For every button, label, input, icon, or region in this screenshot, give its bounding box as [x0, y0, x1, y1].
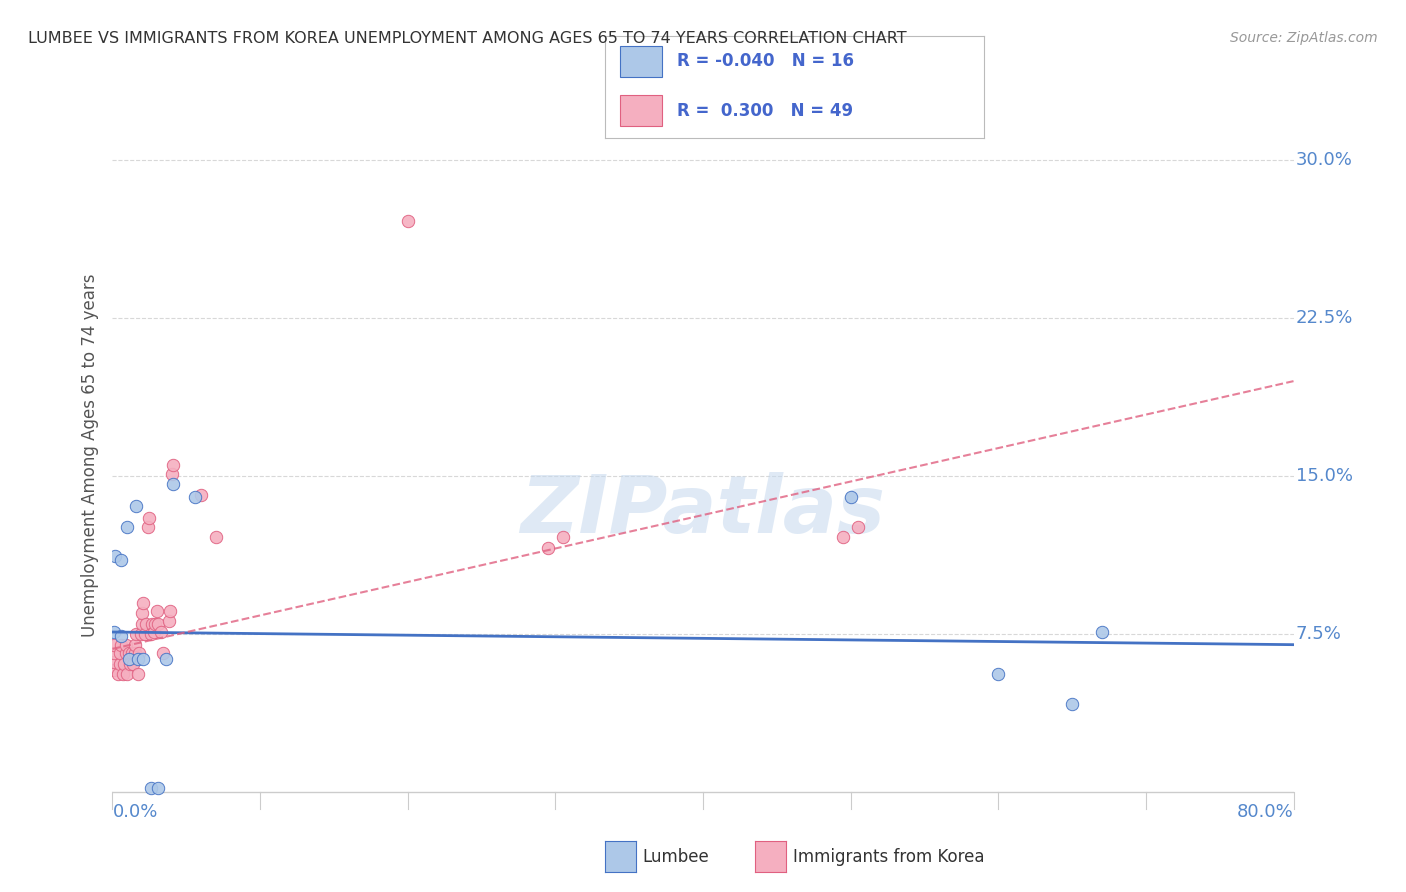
Point [114, 638, 136, 652]
Point [127, 652, 149, 666]
Point [143, 616, 166, 631]
Point [146, 604, 169, 618]
Point [108, 657, 131, 671]
Text: Source: ZipAtlas.com: Source: ZipAtlas.com [1230, 31, 1378, 45]
Point [118, 646, 141, 660]
Point [190, 488, 212, 502]
Text: 7.5%: 7.5% [1296, 625, 1341, 643]
Point [139, 627, 162, 641]
Text: 15.0%: 15.0% [1296, 467, 1353, 485]
Point [124, 646, 146, 660]
Point [132, 652, 155, 666]
Point [150, 625, 173, 640]
Point [134, 627, 156, 641]
Point [131, 606, 153, 620]
Text: R =  0.300   N = 49: R = 0.300 N = 49 [676, 102, 853, 120]
Point [162, 458, 184, 473]
Point [1091, 625, 1114, 640]
Point [832, 530, 855, 544]
Point [110, 553, 132, 567]
Point [162, 477, 184, 491]
Point [110, 629, 132, 643]
Point [121, 646, 143, 660]
Point [122, 657, 145, 671]
Point [148, 780, 170, 795]
Text: 0.0%: 0.0% [112, 803, 157, 821]
Point [131, 616, 153, 631]
Point [987, 667, 1010, 681]
FancyBboxPatch shape [620, 95, 662, 126]
Point [138, 511, 160, 525]
Point [139, 780, 162, 795]
Text: Lumbee: Lumbee [643, 848, 709, 866]
Point [141, 616, 163, 631]
Point [112, 657, 135, 671]
Point [103, 655, 125, 669]
Point [135, 616, 157, 631]
Text: 22.5%: 22.5% [1296, 309, 1353, 326]
Point [103, 625, 125, 640]
Point [103, 638, 125, 652]
Text: 80.0%: 80.0% [1237, 803, 1294, 821]
FancyBboxPatch shape [620, 46, 662, 77]
Point [160, 467, 183, 481]
Point [127, 667, 149, 681]
Point [117, 519, 138, 533]
Point [128, 646, 150, 660]
Point [111, 667, 134, 681]
Point [114, 646, 136, 660]
Point [124, 638, 146, 652]
Y-axis label: Unemployment Among Ages 65 to 74 years: Unemployment Among Ages 65 to 74 years [80, 273, 98, 637]
Point [1062, 697, 1084, 711]
Text: R = -0.040   N = 16: R = -0.040 N = 16 [676, 53, 853, 70]
Point [129, 627, 152, 641]
Point [152, 646, 174, 660]
Point [125, 627, 148, 641]
Text: Immigrants from Korea: Immigrants from Korea [793, 848, 984, 866]
Point [107, 667, 129, 681]
Point [184, 490, 207, 504]
Point [125, 499, 148, 513]
Point [537, 541, 560, 555]
Point [136, 519, 159, 533]
Point [117, 667, 138, 681]
Point [120, 657, 142, 671]
Point [148, 616, 170, 631]
Point [110, 638, 132, 652]
Text: LUMBEE VS IMMIGRANTS FROM KOREA UNEMPLOYMENT AMONG AGES 65 TO 74 YEARS CORRELATI: LUMBEE VS IMMIGRANTS FROM KOREA UNEMPLOY… [28, 31, 907, 46]
Point [205, 530, 228, 544]
Point [846, 519, 869, 533]
Point [159, 604, 181, 618]
Point [104, 549, 127, 563]
Text: ZIPatlas: ZIPatlas [520, 472, 886, 549]
Point [551, 530, 574, 544]
Point [103, 663, 125, 677]
Point [132, 595, 155, 609]
Point [142, 625, 165, 640]
Point [108, 646, 131, 660]
Point [118, 652, 141, 666]
Text: 30.0%: 30.0% [1296, 151, 1353, 169]
Point [839, 490, 862, 504]
Point [396, 214, 419, 228]
Point [155, 652, 177, 666]
Point [157, 615, 180, 629]
Point [103, 646, 125, 660]
